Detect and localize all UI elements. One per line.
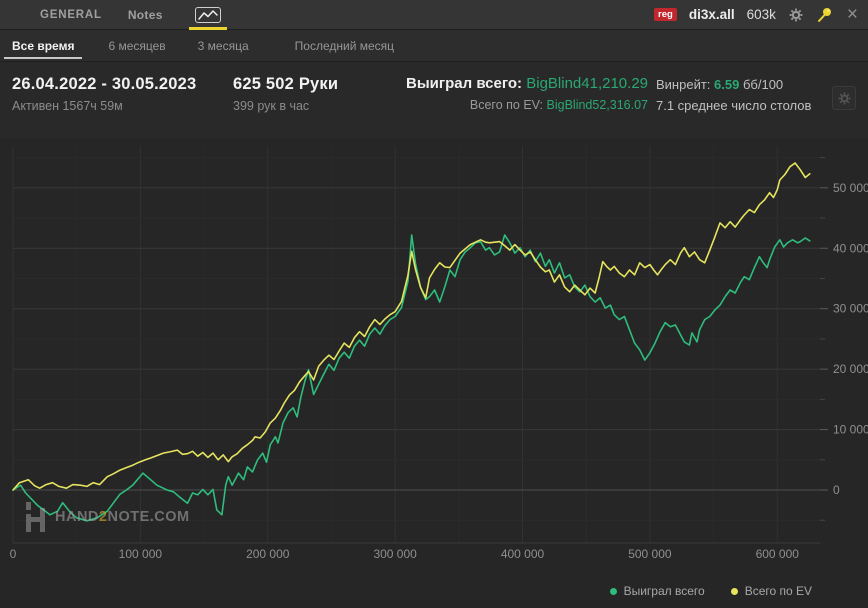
- winnings-chart: 0 10 000 20 000 30 000 40 000 50 000 0 100 000 2…: [10, 146, 868, 561]
- hand2note-logo-icon: [26, 502, 46, 532]
- legend-dot-icon: [609, 587, 617, 595]
- active-time: Активен 1567ч 59м: [12, 99, 123, 113]
- won-total-label: Выиграл всего:: [406, 75, 523, 92]
- y-axis-tick-label: 20 000: [833, 362, 868, 376]
- ev-total-value: BigBlind52,316.07: [546, 98, 648, 112]
- winrate-label: Винрейт:: [656, 77, 711, 92]
- graph-settings-gear-icon[interactable]: [832, 86, 856, 110]
- winnings-chart-panel: 0 10 000 20 000 30 000 40 000 50 000 0 100 000 2…: [0, 138, 868, 608]
- x-axis-tick-label: 200 000: [246, 547, 290, 561]
- pin-icon[interactable]: [816, 6, 833, 23]
- watermark-text: HAND2NOTE.COM: [55, 509, 190, 525]
- legend-item[interactable]: Всего по EV: [730, 584, 812, 598]
- active-tab-underline: [188, 26, 227, 30]
- legend-item[interactable]: Выиграл всего: [609, 584, 705, 598]
- hands-per-hour: 399 рук в час: [233, 99, 310, 113]
- y-axis-tick-label: 10 000: [833, 423, 868, 437]
- date-range: 26.04.2022 - 30.05.2023: [12, 75, 197, 93]
- period-tab-last-month[interactable]: Последний месяц: [294, 38, 395, 53]
- x-axis-tick-label: 600 000: [756, 547, 800, 561]
- series-line-0: [12, 234, 811, 522]
- settings-gear-icon[interactable]: [788, 7, 804, 23]
- player-hands-count: 603k: [746, 7, 776, 22]
- close-icon[interactable]: ×: [846, 4, 858, 25]
- won-total-value: BigBlind41,210.29: [526, 75, 648, 92]
- winrate-unit: бб/100: [742, 77, 784, 92]
- period-tab-3-months[interactable]: 3 месяца: [197, 38, 249, 53]
- x-axis-tick-label: 100 000: [119, 547, 163, 561]
- legend-label: Выиграл всего: [623, 584, 705, 598]
- y-axis-tick-label: 40 000: [833, 241, 868, 255]
- x-axis-tick-label: 500 000: [628, 547, 672, 561]
- x-axis-tick-label: 400 000: [501, 547, 545, 561]
- winrate-value: 6.59: [714, 77, 740, 92]
- top-bar-right: reg di3x.all 603k: [654, 5, 858, 24]
- legend-dot-icon: [730, 587, 738, 595]
- y-axis-tick-label: 50 000: [833, 181, 868, 195]
- x-axis-tick-label: 300 000: [373, 547, 417, 561]
- watermark: HAND2NOTE.COM: [26, 502, 190, 532]
- ev-total-label: Всего по EV:: [469, 98, 544, 112]
- stats-strip: 26.04.2022 - 30.05.2023 Активен 1567ч 59…: [0, 62, 868, 138]
- series-line-1: [12, 162, 811, 491]
- tab-graph[interactable]: [188, 0, 227, 30]
- hands-total: 625 502 Руки: [233, 75, 339, 93]
- tab-general[interactable]: GENERAL: [40, 8, 102, 21]
- reg-badge: reg: [654, 7, 677, 22]
- y-axis-tick-label: 0: [833, 483, 840, 497]
- legend-label: Всего по EV: [744, 584, 812, 598]
- y-axis-tick-label: 30 000: [833, 302, 868, 316]
- chart-legend: Выиграл всего Всего по EV: [609, 584, 812, 598]
- period-tab-6-months[interactable]: 6 месяцев: [108, 38, 166, 53]
- avg-tables: 7.1 среднее число столов: [656, 98, 812, 113]
- tab-notes[interactable]: Notes: [127, 7, 163, 22]
- x-axis-tick-label: 0: [10, 547, 17, 561]
- top-bar: GENERAL Notes reg di3x.all 603k: [0, 0, 868, 30]
- player-name: di3x.all: [688, 7, 735, 22]
- period-tab-all-time[interactable]: Все время: [2, 30, 84, 61]
- period-tabs: Все время 6 месяцев 3 месяца Последний м…: [0, 30, 868, 62]
- graph-icon: [194, 6, 221, 23]
